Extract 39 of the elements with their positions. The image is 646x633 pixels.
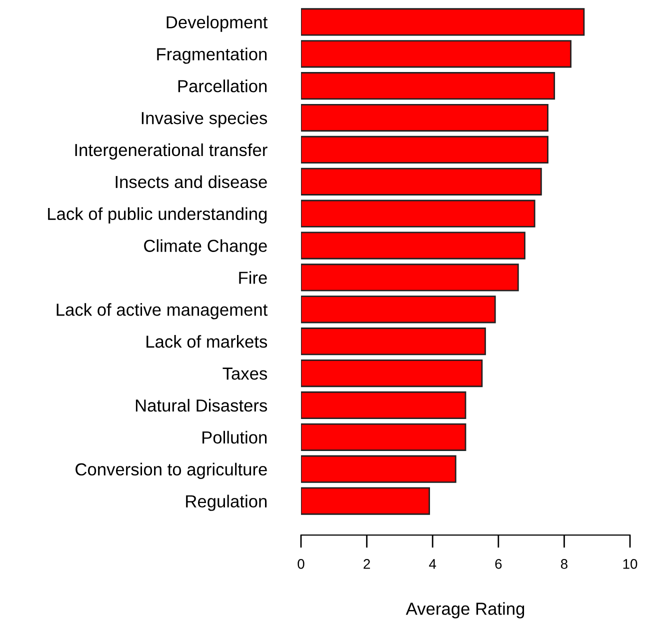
- x-tick-label: 8: [560, 559, 568, 569]
- x-axis-title: Average Rating: [406, 602, 524, 618]
- y-tick-label: Fragmentation: [157, 48, 267, 64]
- bar: [301, 104, 548, 132]
- y-tick-label: Invasive species: [142, 111, 268, 128]
- x-tick-label: 10: [623, 559, 638, 569]
- bar: [301, 328, 486, 356]
- x-tick-label: 2: [364, 559, 370, 569]
- bar: [301, 200, 536, 228]
- bar: [301, 72, 556, 100]
- bar: [301, 423, 466, 451]
- y-tick-label: Natural Disasters: [136, 398, 268, 412]
- y-tick-label: Intergenerational transfer: [75, 143, 268, 160]
- y-tick-label: Lack of markets: [146, 335, 268, 348]
- bar: [301, 296, 496, 324]
- bar: [301, 8, 585, 36]
- y-tick-label: Lack of active management: [56, 303, 268, 320]
- y-tick-label: Taxes: [222, 368, 268, 380]
- bar: [301, 455, 456, 483]
- bar: [301, 232, 526, 260]
- y-tick-label: Parcellation: [178, 80, 267, 92]
- y-tick-label: Fire: [239, 271, 267, 284]
- x-tick-label: 4: [429, 559, 436, 569]
- bar: [301, 136, 548, 164]
- bar: [301, 264, 519, 292]
- bar: [301, 487, 430, 515]
- x-tick-label: 0: [298, 559, 304, 569]
- bar: [301, 359, 483, 388]
- y-tick-label: Conversion to agriculture: [76, 462, 267, 479]
- bar: [301, 391, 466, 420]
- bar: [301, 40, 572, 68]
- bar: [301, 168, 542, 196]
- y-tick-label: Pollution: [202, 430, 267, 444]
- y-tick-label: Development: [166, 16, 268, 32]
- y-tick-label: Lack of public understanding: [48, 207, 267, 224]
- y-tick-label: Insects and disease: [116, 175, 267, 188]
- y-tick-label: Climate Change: [144, 239, 267, 256]
- x-tick-label: 6: [495, 559, 502, 569]
- y-tick-label: Regulation: [186, 494, 267, 511]
